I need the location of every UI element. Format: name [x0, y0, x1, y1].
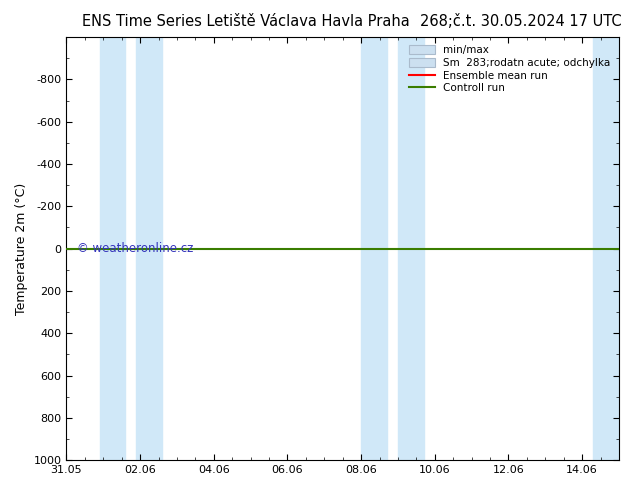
- Bar: [100, 37, 126, 460]
- Bar: [136, 37, 162, 460]
- Y-axis label: Temperature 2m (°C): Temperature 2m (°C): [15, 182, 28, 315]
- Bar: [593, 37, 619, 460]
- Legend: min/max, Sm  283;rodatn acute; odchylka, Ensemble mean run, Controll run: min/max, Sm 283;rodatn acute; odchylka, …: [406, 42, 614, 97]
- Text: ENS Time Series Letiště Václava Havla Praha: ENS Time Series Letiště Václava Havla Pr…: [82, 14, 410, 29]
- Text: © weatheronline.cz: © weatheronline.cz: [77, 242, 194, 255]
- Text: 268;č.t. 30.05.2024 17 UTC: 268;č.t. 30.05.2024 17 UTC: [420, 14, 621, 29]
- Bar: [398, 37, 424, 460]
- Bar: [361, 37, 387, 460]
